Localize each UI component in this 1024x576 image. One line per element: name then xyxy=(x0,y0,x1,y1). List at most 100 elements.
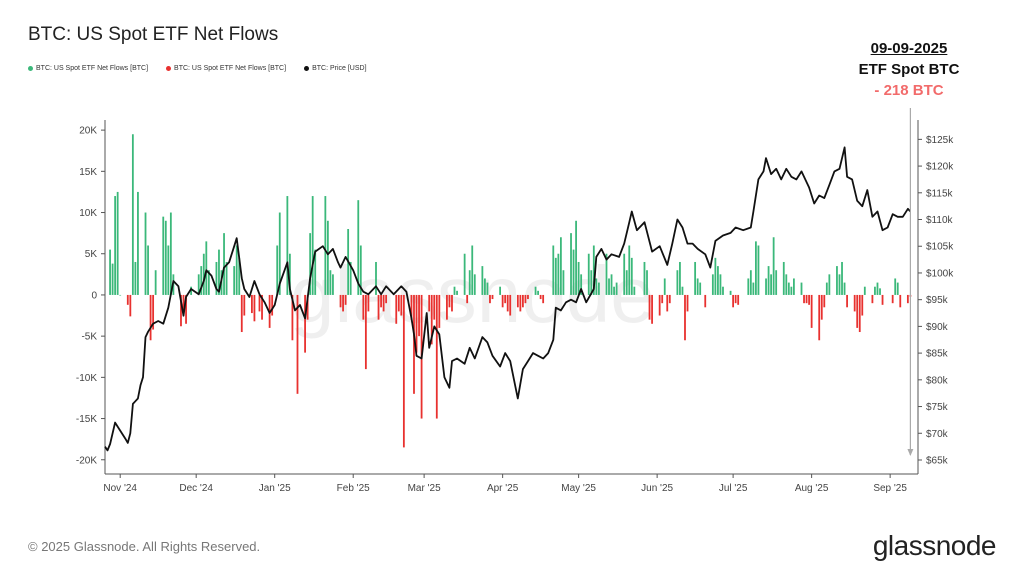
inflow-bar xyxy=(711,274,714,295)
right-tick-label: $100k xyxy=(926,268,954,279)
inflow-bar xyxy=(137,191,139,295)
inflow-bar xyxy=(169,212,172,295)
inflow-bar xyxy=(646,270,648,295)
outflow-bar xyxy=(180,294,182,327)
inflow-bar xyxy=(800,282,803,295)
inflow-bar xyxy=(676,270,679,295)
outflow-bar xyxy=(906,294,909,304)
inflow-bar xyxy=(628,245,631,295)
outflow-bar xyxy=(291,294,294,341)
outflow-bar xyxy=(891,294,894,304)
outflow-bar xyxy=(126,294,129,305)
inflow-bar xyxy=(233,266,236,295)
inflow-bar xyxy=(207,270,210,295)
inflow-bar xyxy=(722,286,724,295)
left-tick-label: 15K xyxy=(79,167,97,178)
inflow-bar xyxy=(714,257,717,295)
inflow-bar xyxy=(595,278,598,295)
inflow-bar xyxy=(587,253,590,295)
inflow-bar xyxy=(116,191,119,295)
inflow-bar xyxy=(633,286,636,295)
outflow-bar xyxy=(853,294,856,312)
inflow-bar xyxy=(841,261,843,295)
legend-item-price[interactable]: BTC: Price [USD] xyxy=(304,65,367,72)
annotation-layer xyxy=(907,108,914,456)
outflow-bar xyxy=(435,294,438,419)
outflow-bar xyxy=(684,294,686,341)
outflow-bar xyxy=(446,294,448,320)
inflow-bar xyxy=(288,253,291,295)
outflow-bar xyxy=(261,294,263,320)
inflow-bar xyxy=(681,286,684,295)
inflow-bar xyxy=(755,241,757,295)
inflow-bar xyxy=(793,278,795,295)
inflow-bar xyxy=(772,237,775,295)
legend-item-outflows[interactable]: BTC: US Spot ETF Net Flows [BTC] xyxy=(166,65,286,72)
inflow-bar xyxy=(623,253,626,295)
inflow-bar xyxy=(147,245,149,295)
outflow-bar xyxy=(686,294,689,312)
outflow-bar xyxy=(658,294,661,316)
right-tick-label: $65k xyxy=(926,455,949,466)
inflow-bar xyxy=(719,274,722,295)
inflow-bar xyxy=(896,282,899,295)
inflow-bar xyxy=(200,266,203,295)
inflow-bar xyxy=(879,288,881,295)
left-tick-label: -15K xyxy=(76,414,97,425)
outflow-bar xyxy=(410,294,413,320)
outflow-bar xyxy=(858,294,861,333)
inflow-bar xyxy=(825,282,828,295)
inflow-bar xyxy=(552,245,555,295)
outflow-bar xyxy=(395,294,398,324)
inflow-bar xyxy=(874,286,876,295)
outflow-bar xyxy=(823,294,826,308)
outflow-bar xyxy=(491,294,494,300)
outflow-bar xyxy=(509,294,512,316)
left-tick-label: 20K xyxy=(79,126,97,137)
outflow-bar xyxy=(504,294,507,304)
inflow-bar xyxy=(643,261,646,295)
x-tick-label: May '25 xyxy=(561,483,596,494)
inflow-bar xyxy=(311,196,314,295)
outflow-bar xyxy=(240,294,243,333)
inflow-bar xyxy=(554,257,557,295)
x-tick-label: Jun '25 xyxy=(641,483,673,494)
x-tick-label: Sep '25 xyxy=(873,483,907,494)
inflow-bar xyxy=(557,253,560,295)
outflow-bar xyxy=(861,294,864,316)
outflow-bar xyxy=(805,294,808,304)
outflow-bar xyxy=(438,294,441,328)
right-tick-label: $110k xyxy=(926,215,954,226)
outflow-bar xyxy=(668,294,671,304)
legend-label-inflows: BTC: US Spot ETF Net Flows [BTC] xyxy=(36,65,149,72)
inflow-bar xyxy=(605,253,608,295)
inflow-bar xyxy=(134,261,137,295)
inflow-bar xyxy=(562,270,565,295)
inflow-bar xyxy=(747,278,750,295)
callout-label: ETF Spot BTC xyxy=(858,61,960,78)
inflow-bar xyxy=(453,286,456,295)
inflow-bar xyxy=(111,263,114,295)
outflow-bar xyxy=(808,294,810,305)
bottom-axis: Nov '24 Dec '24 Jan '25 Feb '25 Mar '25 Apr '… xyxy=(103,473,918,494)
outflow-bar xyxy=(810,294,813,328)
chart-title: BTC: US Spot ETF Net Flows xyxy=(28,24,279,45)
outflow-bar xyxy=(803,294,805,304)
right-tick-label: $105k xyxy=(926,242,954,253)
outflow-bar xyxy=(415,294,418,353)
inflow-bar xyxy=(608,278,610,295)
legend-swatch-inflows xyxy=(28,66,33,71)
inflow-bar xyxy=(329,270,332,295)
inflow-bar xyxy=(190,286,193,295)
legend-item-inflows[interactable]: BTC: US Spot ETF Net Flows [BTC] xyxy=(28,65,148,72)
inflow-bar xyxy=(775,270,778,295)
outflow-bar xyxy=(342,294,344,312)
inflow-bar xyxy=(625,270,628,295)
inflow-bar xyxy=(572,249,575,295)
inflow-bar xyxy=(238,257,241,295)
outflow-bar xyxy=(433,294,436,320)
inflow-bar xyxy=(828,274,831,295)
copyright-footer: © 2025 Glassnode. All Rights Reserved. xyxy=(28,539,261,554)
inflow-bar xyxy=(332,274,334,295)
